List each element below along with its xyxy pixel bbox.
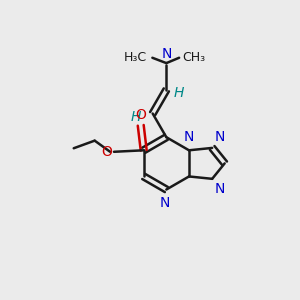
Text: H: H <box>130 110 141 124</box>
Text: N: N <box>160 196 170 210</box>
Text: CH₃: CH₃ <box>183 51 206 64</box>
Text: O: O <box>102 145 112 159</box>
Text: N: N <box>184 130 194 144</box>
Text: H₃C: H₃C <box>124 51 147 64</box>
Text: O: O <box>135 108 146 122</box>
Text: H: H <box>174 86 184 100</box>
Text: N: N <box>161 47 172 61</box>
Text: N: N <box>214 182 225 197</box>
Text: N: N <box>214 130 225 144</box>
